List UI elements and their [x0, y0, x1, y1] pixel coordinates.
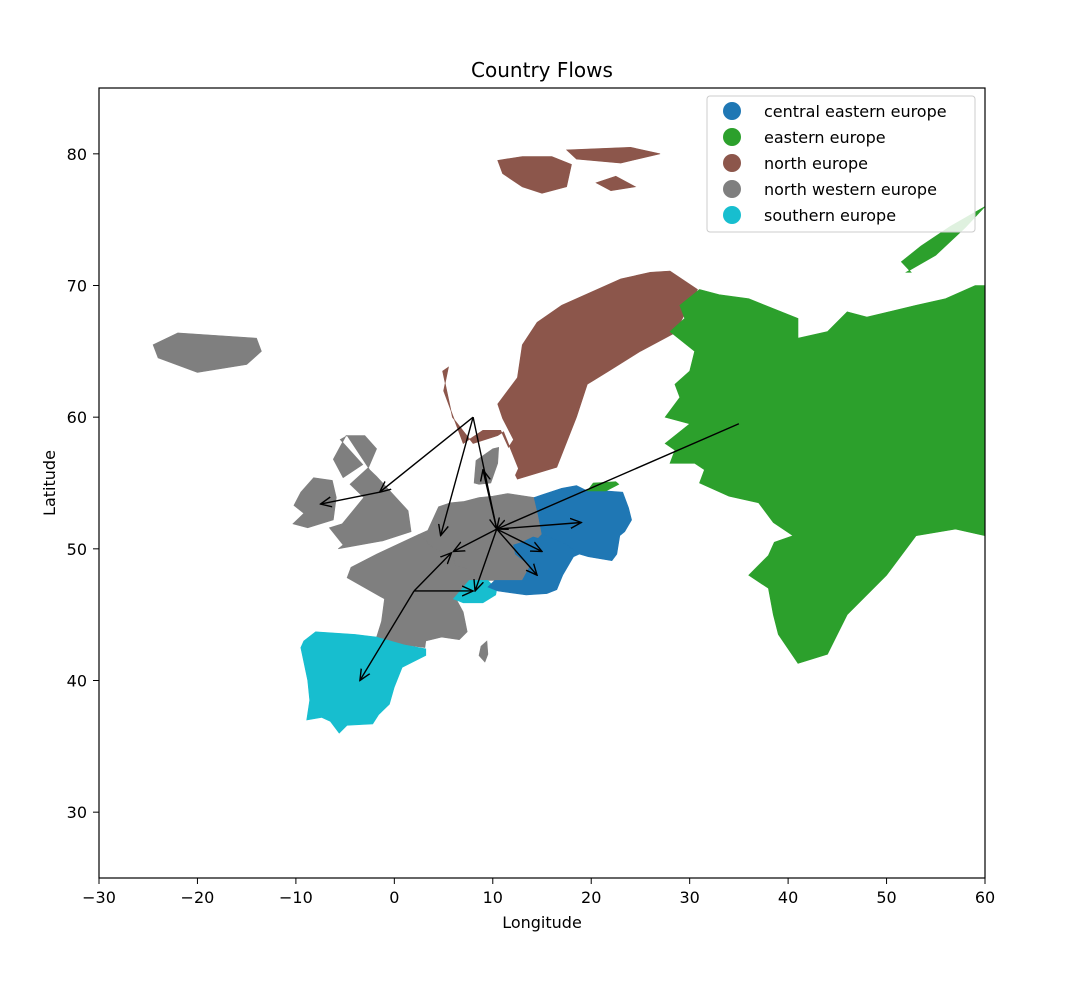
x-axis-ticks: −30 −20 −10 0 10 20 30 40 50 60 — [82, 878, 995, 907]
x-tick-label: 20 — [581, 888, 601, 907]
x-tick-label: 10 — [483, 888, 503, 907]
x-tick-label: 50 — [876, 888, 896, 907]
legend-marker — [723, 128, 741, 146]
x-tick-label: −20 — [181, 888, 215, 907]
region-ireland — [292, 477, 337, 529]
flow-arrow-10 — [413, 553, 451, 592]
y-axis-ticks: 30 40 50 60 70 80 — [67, 145, 99, 822]
region-russia — [664, 285, 985, 664]
legend-label: central eastern europe — [764, 102, 947, 121]
region-iberia — [300, 631, 427, 734]
flow-arrow-6 — [496, 523, 582, 530]
x-tick-label: 40 — [778, 888, 798, 907]
flow-arrow-8 — [496, 528, 537, 575]
region-iceland — [152, 332, 262, 373]
chart-title: Country Flows — [471, 58, 613, 82]
flow-arrow-7 — [496, 528, 542, 551]
region-edgeoya — [595, 175, 637, 192]
legend-marker — [723, 206, 741, 224]
y-tick-label: 60 — [67, 408, 87, 427]
y-tick-label: 30 — [67, 803, 87, 822]
legend-box — [706, 95, 976, 233]
y-tick-label: 50 — [67, 540, 87, 559]
x-tick-label: 30 — [679, 888, 699, 907]
region-corsica — [478, 640, 489, 663]
region-france — [346, 534, 470, 648]
y-tick-label: 40 — [67, 672, 87, 691]
region-kaliningrad — [586, 481, 620, 492]
y-tick-label: 70 — [67, 277, 87, 296]
region-great-britain — [328, 435, 412, 550]
flow-arrows — [321, 416, 740, 681]
region-nordaustlandet — [565, 146, 661, 164]
flow-arrow-4 — [483, 470, 498, 530]
y-axis-label: Latitude — [40, 450, 59, 516]
flow-arrow-13 — [497, 423, 740, 529]
legend-marker — [723, 102, 741, 120]
map-regions — [152, 146, 985, 734]
legend-marker — [723, 180, 741, 198]
y-tick-label: 80 — [67, 145, 87, 164]
flow-arrow-5 — [453, 528, 498, 551]
legend-label: southern europe — [764, 206, 896, 225]
flow-arrow-9 — [475, 528, 498, 591]
plot-frame — [98, 87, 986, 879]
x-tick-label: 60 — [975, 888, 995, 907]
x-tick-label: −30 — [82, 888, 116, 907]
legend-label: eastern europe — [764, 128, 886, 147]
legend-marker — [723, 154, 741, 172]
legend-label: north europe — [764, 154, 868, 173]
region-svalbard — [497, 156, 572, 194]
legend: central eastern europe eastern europe nort… — [706, 95, 976, 233]
flow-arrow-1 — [441, 416, 474, 536]
x-tick-label: −10 — [279, 888, 313, 907]
flow-arrow-12 — [360, 590, 415, 681]
x-tick-label: 0 — [389, 888, 399, 907]
legend-label: north western europe — [764, 180, 937, 199]
x-axis-label: Longitude — [502, 913, 582, 932]
region-scandinavia — [442, 270, 698, 480]
flow-arrow-0 — [380, 416, 474, 492]
flow-arrow-3 — [321, 491, 380, 504]
